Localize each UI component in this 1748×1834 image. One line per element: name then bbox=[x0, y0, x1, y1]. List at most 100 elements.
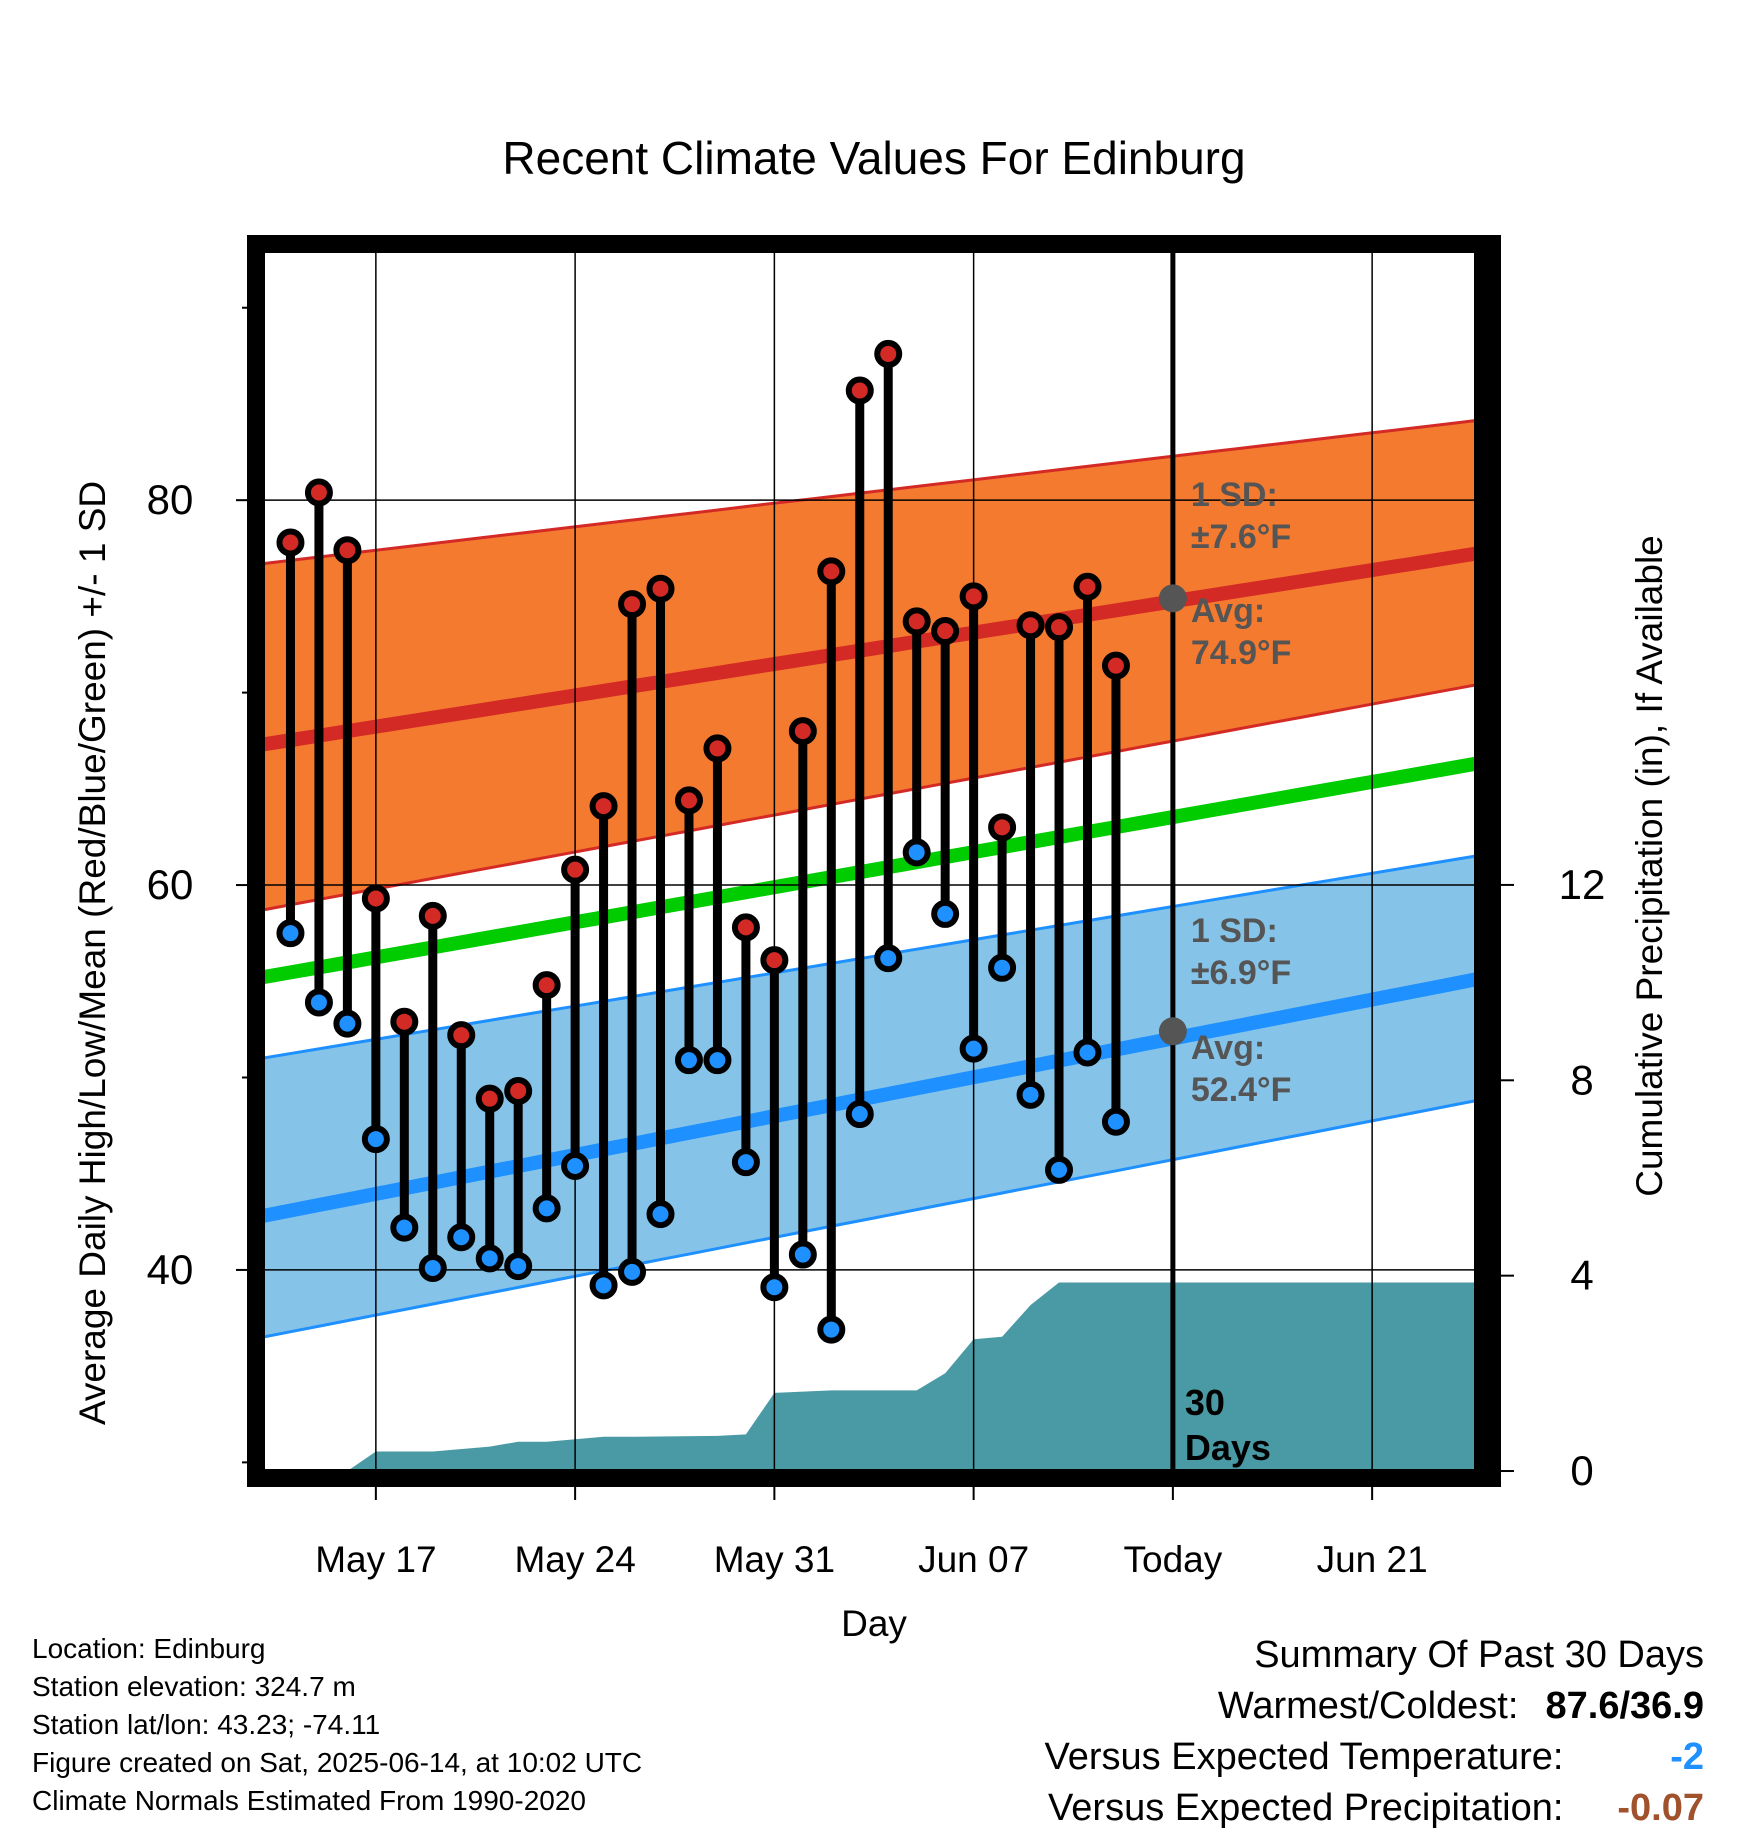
high-normal-line bbox=[262, 545, 1486, 752]
days-label-number: 30 bbox=[1185, 1382, 1225, 1423]
today-low-avg-marker bbox=[1158, 1017, 1187, 1046]
daily-low-point bbox=[1016, 1080, 1045, 1109]
daily-high-point bbox=[931, 617, 960, 646]
daily-low-point bbox=[988, 953, 1017, 982]
daily-low-point bbox=[731, 1148, 760, 1177]
daily-high-point bbox=[646, 574, 675, 603]
y-tick-label: 80 bbox=[147, 476, 194, 523]
mean-normal-line bbox=[262, 755, 1486, 985]
daily-low-point bbox=[674, 1046, 703, 1075]
precip-value: -0.07 bbox=[1617, 1787, 1704, 1829]
daily-low-point bbox=[589, 1271, 618, 1300]
daily-high-point bbox=[561, 855, 590, 884]
daily-high-point bbox=[1101, 651, 1130, 680]
location-text: Location: Edinburg bbox=[32, 1633, 266, 1664]
daily-high-point bbox=[845, 376, 874, 405]
temp-label: Versus Expected Temperature: bbox=[1044, 1736, 1564, 1778]
high-sd-value: ±7.6°F bbox=[1191, 518, 1291, 556]
daily-low-point bbox=[561, 1152, 590, 1181]
summary-temp: Versus Expected Temperature: -2 bbox=[1045, 1732, 1704, 1783]
daily-low-point bbox=[1133, 0, 1155, 11]
today-high-avg-marker bbox=[1158, 584, 1187, 613]
x-tick-label: May 31 bbox=[714, 1539, 835, 1580]
high-sd-label: 1 SD: bbox=[1191, 476, 1278, 514]
high-sd-lower-line bbox=[262, 681, 1486, 912]
warm-cold-value: 87.6/36.9 bbox=[1545, 1685, 1704, 1727]
y-axis-label: Average Daily High/Low/Mean (Red/Blue/Gr… bbox=[72, 481, 113, 1425]
daily-high-point bbox=[618, 590, 647, 619]
daily-high-point bbox=[418, 901, 447, 930]
high-sd-band bbox=[262, 419, 1486, 911]
daily-low-point bbox=[304, 988, 333, 1017]
low-avg-value: 52.4°F bbox=[1191, 1071, 1292, 1109]
daily-low-point bbox=[447, 1223, 476, 1252]
chart-title: Recent Climate Values For Edinburg bbox=[502, 132, 1245, 184]
daily-low-point bbox=[1045, 1155, 1074, 1184]
summary-panel: Summary Of Past 30 Days Warmest/Coldest:… bbox=[1045, 1630, 1704, 1834]
x-tick-label: May 17 bbox=[315, 1539, 436, 1580]
daily-high-point bbox=[817, 557, 846, 586]
precip-label: Versus Expected Precipitation: bbox=[1048, 1787, 1564, 1829]
daily-high-point bbox=[333, 536, 362, 565]
daily-high-point bbox=[504, 1076, 533, 1105]
y-tick-label: 40 bbox=[147, 1246, 194, 1293]
daily-low-point bbox=[817, 1315, 846, 1344]
daily-high-point bbox=[988, 813, 1017, 842]
daily-high-point bbox=[703, 734, 732, 763]
low-normal-line bbox=[262, 970, 1486, 1223]
plot-area bbox=[262, 0, 1486, 1472]
daily-high-point bbox=[874, 339, 903, 368]
daily-low-point bbox=[418, 1254, 447, 1283]
warm-cold-label: Warmest/Coldest: bbox=[1217, 1685, 1519, 1727]
daily-low-point bbox=[646, 1200, 675, 1229]
daily-high-point bbox=[788, 717, 817, 746]
daily-low-point bbox=[390, 1213, 419, 1242]
daily-high-point bbox=[1133, 0, 1155, 11]
days-label-text: Days bbox=[1185, 1427, 1271, 1468]
summary-warm-cold: Warmest/Coldest: 87.6/36.9 bbox=[1045, 1681, 1704, 1732]
daily-high-point bbox=[959, 582, 988, 611]
daily-low-point bbox=[276, 919, 305, 948]
x-tick-label: Jun 07 bbox=[918, 1539, 1029, 1580]
daily-high-point bbox=[361, 884, 390, 913]
daily-low-point bbox=[504, 1252, 533, 1281]
y-tick-label: 60 bbox=[147, 861, 194, 908]
daily-high-point bbox=[1016, 611, 1045, 640]
daily-low-point bbox=[361, 1125, 390, 1154]
temp-value: -2 bbox=[1670, 1736, 1704, 1778]
daily-low-point bbox=[475, 1244, 504, 1273]
daily-low-point bbox=[618, 1257, 647, 1286]
daily-high-point bbox=[1045, 613, 1074, 642]
daily-low-point bbox=[874, 944, 903, 973]
daily-high-point bbox=[674, 786, 703, 815]
daily-high-point bbox=[304, 478, 333, 507]
latlon-text: Station lat/lon: 43.23; -74.11 bbox=[32, 1709, 381, 1740]
normals-text: Climate Normals Estimated From 1990-2020 bbox=[32, 1785, 586, 1816]
daily-high-point bbox=[475, 1084, 504, 1113]
created-text: Figure created on Sat, 2025-06-14, at 10… bbox=[32, 1747, 643, 1778]
daily-low-point bbox=[1101, 1107, 1130, 1136]
daily-high-point bbox=[589, 792, 618, 821]
daily-low-point bbox=[760, 1273, 789, 1302]
precip-area bbox=[347, 1282, 1486, 1472]
elevation-text: Station elevation: 324.7 m bbox=[32, 1671, 356, 1702]
daily-low-point bbox=[532, 1194, 561, 1223]
daily-low-point bbox=[333, 1009, 362, 1038]
daily-high-point bbox=[276, 528, 305, 557]
daily-high-point bbox=[731, 913, 760, 942]
y2-tick-label: 8 bbox=[1570, 1056, 1593, 1103]
y2-axis-label: Cumulative Precipitation (in), If Availa… bbox=[1629, 535, 1670, 1197]
daily-low-point bbox=[703, 1046, 732, 1075]
daily-high-point bbox=[902, 607, 931, 636]
x-tick-label: Today bbox=[1124, 1539, 1223, 1580]
daily-high-point bbox=[532, 971, 561, 1000]
summary-title: Summary Of Past 30 Days bbox=[1254, 1634, 1704, 1676]
y2-tick-label: 12 bbox=[1559, 861, 1606, 908]
y2-tick-label: 4 bbox=[1570, 1252, 1593, 1299]
x-tick-label: May 24 bbox=[514, 1539, 635, 1580]
low-sd-value: ±6.9°F bbox=[1191, 954, 1291, 992]
y2-tick-label: 0 bbox=[1570, 1447, 1593, 1494]
daily-low-point bbox=[1073, 1038, 1102, 1067]
high-avg-label: Avg: bbox=[1191, 592, 1265, 630]
